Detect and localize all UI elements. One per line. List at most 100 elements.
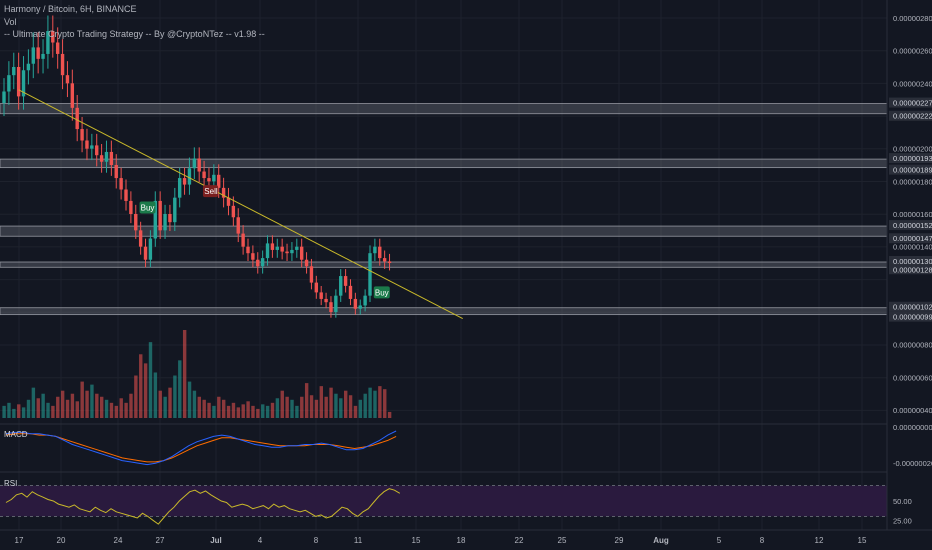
level-label-bg	[889, 97, 932, 108]
support-resistance-zones	[0, 103, 888, 316]
level-label-bg	[889, 301, 932, 312]
volume-bar	[339, 398, 343, 418]
volume-bar	[304, 383, 309, 418]
volume-bar	[368, 387, 372, 418]
volume-bar	[275, 398, 280, 418]
price-tick-label: 0.00000040	[893, 406, 932, 415]
time-tick-label: Jul	[210, 536, 222, 545]
candle-body	[129, 200, 133, 214]
marker-label: Buy	[375, 288, 389, 297]
volume-indicator-label[interactable]: Vol	[4, 17, 17, 27]
marker-box	[139, 201, 156, 214]
volume-bar	[163, 396, 167, 418]
level-label: 0.00000193	[893, 154, 932, 163]
volume-bar	[334, 393, 338, 418]
candle-body	[290, 249, 294, 254]
macd-tick-label: 0.00000000	[893, 423, 932, 432]
candle-body	[363, 295, 367, 306]
trendline-line[interactable]	[18, 89, 463, 319]
sell-signal-marker[interactable]: Sell	[202, 185, 218, 198]
volume-bar	[173, 375, 177, 418]
candle-body	[7, 75, 11, 92]
zone-band	[0, 225, 888, 237]
volume-bar	[231, 402, 236, 418]
time-tick-label: 15	[412, 536, 421, 545]
volume-bar	[290, 399, 294, 418]
rsi-tick-label: 50.00	[893, 497, 912, 506]
candle-body	[12, 67, 16, 76]
strategy-indicator-label[interactable]: -- Ultimate Crypto Trading Strategy -- B…	[4, 29, 265, 39]
candle-body	[75, 107, 79, 130]
volume-bar	[207, 402, 211, 418]
volume-bar	[197, 396, 201, 418]
marker-label: Sell	[204, 187, 218, 196]
candle-body	[295, 246, 299, 250]
candle-body	[387, 261, 392, 263]
candle-body	[314, 282, 319, 293]
volume-bar	[246, 401, 250, 418]
level-label: 0.00000222	[893, 112, 932, 121]
level-label: 0.00000102	[893, 303, 932, 312]
volume-bar	[36, 398, 40, 418]
volume-bar	[236, 407, 241, 418]
candle-body	[60, 53, 65, 76]
volume-bar	[124, 402, 128, 418]
volume-bar	[251, 405, 255, 418]
marker-label: Buy	[141, 203, 155, 212]
candle-body	[378, 246, 382, 259]
zone-band	[0, 103, 888, 115]
candle-body	[382, 258, 387, 262]
volume-bar	[119, 398, 123, 418]
candle-body	[177, 178, 182, 198]
candle-body	[260, 258, 265, 267]
candle-body	[85, 140, 89, 149]
volume-bar	[212, 405, 216, 418]
volume-bar	[329, 387, 333, 418]
candle-body	[221, 187, 226, 198]
candle-body	[95, 145, 99, 156]
rsi-tick-label: 25.00	[893, 516, 912, 525]
macd-pane-label[interactable]: MACD	[4, 430, 28, 439]
candle-body	[231, 205, 236, 218]
symbol-title: Harmony / Bitcoin, 6H, BINANCE	[4, 4, 137, 14]
volume-bar	[178, 360, 182, 418]
candle-body	[182, 178, 187, 185]
rsi-line	[5, 488, 401, 525]
candle-body	[158, 200, 162, 231]
candle-body	[26, 63, 31, 71]
volume-bar	[153, 372, 158, 418]
candle-body	[41, 53, 45, 59]
time-tick-label: 17	[15, 536, 24, 545]
level-label-bg	[889, 164, 932, 175]
volume-bar	[168, 387, 172, 418]
volume-bar	[70, 393, 75, 418]
candle-body	[343, 276, 348, 286]
volume-bar	[378, 386, 382, 418]
volume-bar	[285, 396, 289, 418]
buy-signal-marker[interactable]: Buy	[139, 201, 156, 214]
candle-body	[168, 214, 172, 223]
candle-body	[304, 259, 309, 267]
candle-body	[70, 83, 75, 108]
candle-body	[197, 158, 201, 172]
volume-bar	[383, 389, 387, 418]
candle-body	[114, 165, 118, 179]
volume-bar	[192, 390, 197, 418]
volume-bar	[270, 402, 275, 418]
marker-box	[202, 185, 218, 198]
candle-body	[90, 145, 94, 149]
time-tick-label: 11	[354, 536, 363, 545]
buy-signal-marker[interactable]: Buy	[373, 286, 390, 299]
volume-bar	[95, 393, 99, 418]
price-candles	[2, 15, 392, 318]
time-tick-label: Aug	[653, 536, 669, 545]
rsi-pane-label[interactable]: RSI	[4, 479, 18, 488]
level-label-bg	[889, 110, 932, 121]
volume-bar	[75, 401, 79, 418]
candle-body	[99, 155, 104, 162]
volume-bar	[158, 390, 162, 418]
candle-body	[334, 295, 338, 312]
volume-bar	[17, 404, 21, 418]
volume-bar	[41, 393, 45, 418]
